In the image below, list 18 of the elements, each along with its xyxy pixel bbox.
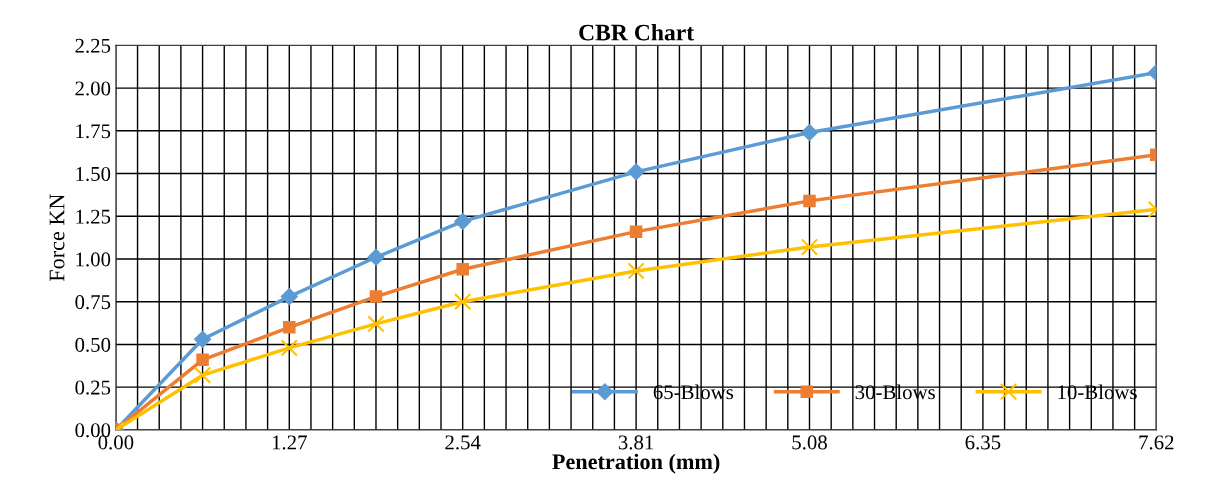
x-tick-label: 7.62: [1139, 435, 1174, 450]
y-axis-title: Force KN: [49, 194, 65, 282]
y-tick-label: 1.75: [76, 124, 111, 139]
x-tick-label: 2.54: [445, 435, 481, 450]
y-tick-label: 1.00: [76, 252, 111, 267]
y-tick-label: 0.50: [75, 337, 111, 352]
chart-title: CBR Chart: [579, 23, 695, 41]
y-tick-label: 2.25: [75, 38, 111, 53]
y-tick-label: 2.00: [75, 81, 111, 96]
y-tick-label: 1.25: [76, 209, 111, 224]
x-tick-label: 1.27: [272, 435, 307, 450]
x-tick-label: 6.35: [965, 435, 1001, 450]
x-axis-title: Penetration (mm): [552, 453, 720, 474]
x-tick-label: 3.81: [618, 435, 654, 450]
y-tick-label: 1.50: [76, 166, 111, 182]
y-tick-label: 0.25: [75, 380, 111, 395]
y-tick-label: 0.75: [75, 295, 111, 310]
x-tick-label: 5.08: [792, 435, 827, 450]
